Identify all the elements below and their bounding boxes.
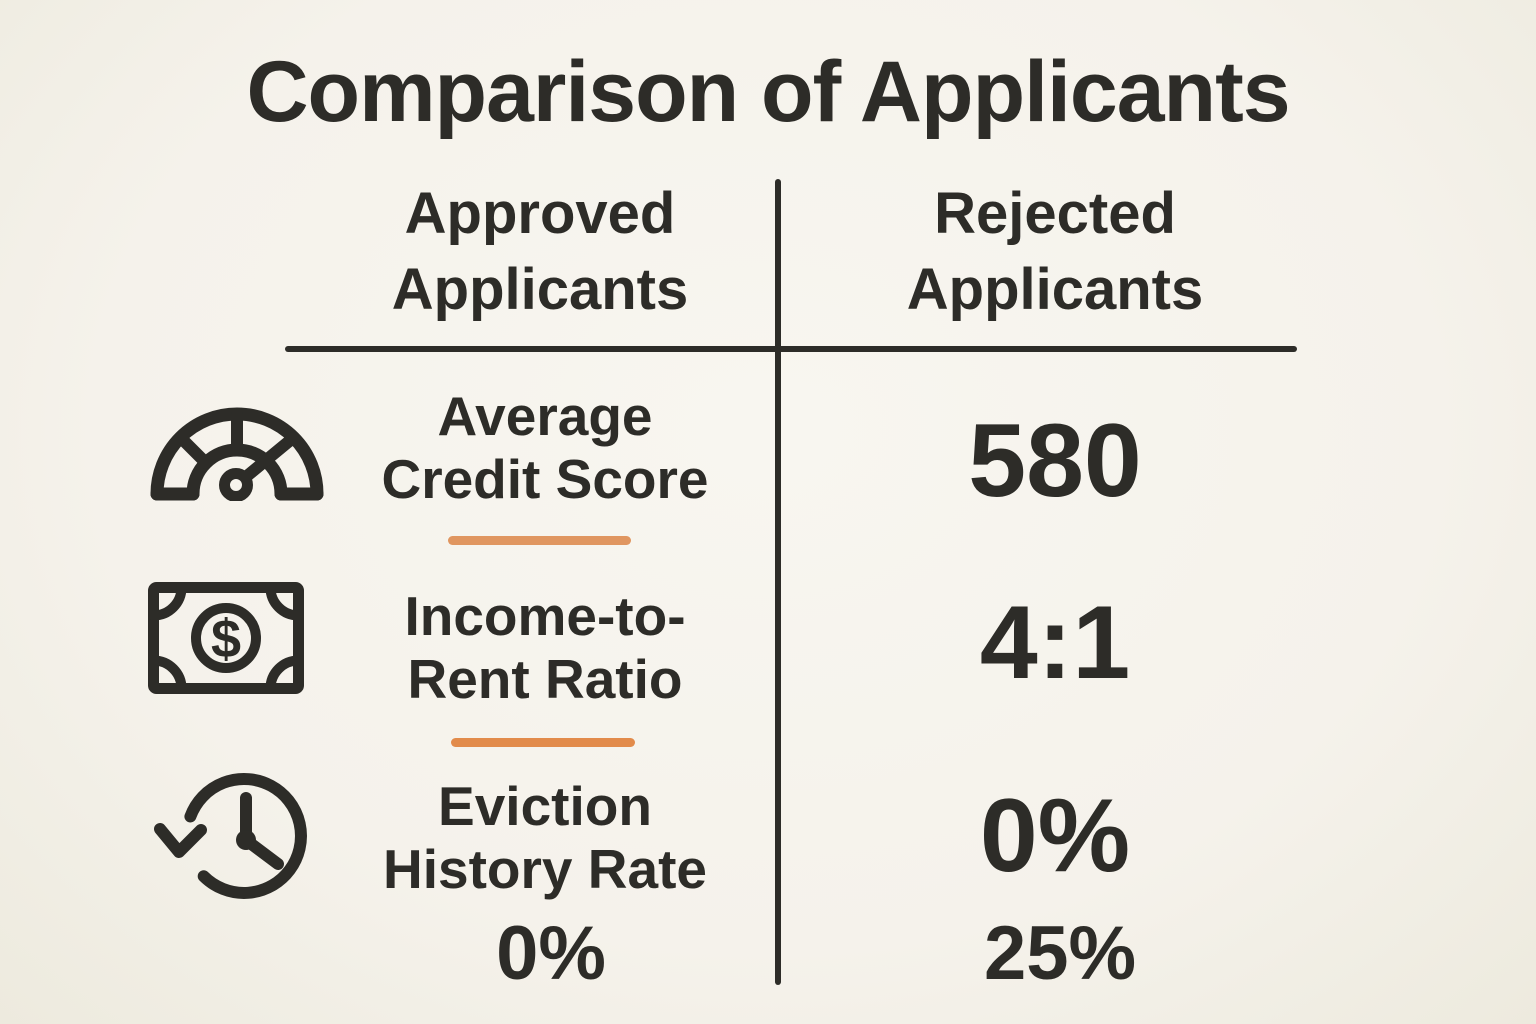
metric-label-line2: Credit Score — [381, 448, 709, 510]
money-bill-icon: $ — [148, 582, 304, 694]
accent-underline-1 — [448, 536, 631, 545]
metric-label-line2: Rent Ratio — [407, 648, 683, 710]
header-divider-line — [285, 346, 1297, 352]
column-divider-line — [775, 179, 781, 985]
metric-label-line1: Income-to- — [404, 585, 686, 647]
gauge-icon — [149, 384, 325, 501]
metric-label-eviction-history-rate: Eviction History Rate — [345, 775, 745, 901]
page-title: Comparison of Applicants — [246, 44, 1290, 140]
metric-label-line1: Average — [437, 385, 653, 447]
rejected-value-eviction-rate: 0% — [979, 778, 1131, 894]
column-header-rejected-line2: Applicants — [906, 257, 1204, 322]
metric-label-income-to-rent-ratio: Income-to- Rent Ratio — [345, 585, 745, 711]
rejected-value-bottom: 25% — [983, 911, 1137, 996]
dollar-glyph: $ — [211, 609, 241, 669]
rejected-value-income-to-rent: 4:1 — [979, 585, 1131, 701]
metric-label-line2: History Rate — [383, 838, 707, 900]
clock-history-icon — [146, 772, 316, 908]
accent-underline-2 — [451, 738, 635, 747]
column-header-rejected: Rejected Applicants — [855, 176, 1255, 328]
column-header-rejected-line1: Rejected — [934, 181, 1176, 246]
metric-label-average-credit-score: Average Credit Score — [345, 385, 745, 511]
column-header-approved-line2: Applicants — [391, 257, 689, 322]
metric-label-line1: Eviction — [438, 775, 652, 837]
rejected-value-credit-score: 580 — [968, 403, 1142, 519]
approved-value-eviction-rate: 0% — [496, 911, 606, 996]
column-header-approved-line1: Approved — [404, 181, 676, 246]
column-header-approved: Approved Applicants — [340, 176, 740, 328]
